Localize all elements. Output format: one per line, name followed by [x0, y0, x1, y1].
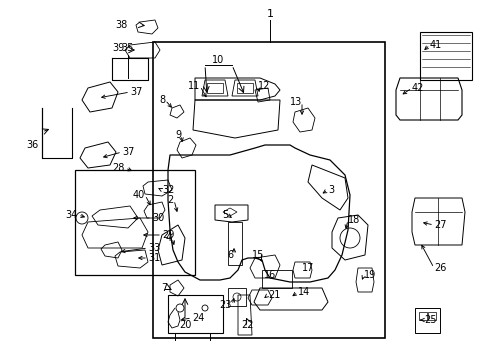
Text: 22: 22	[241, 320, 254, 330]
Text: 27: 27	[433, 220, 446, 230]
Text: 37: 37	[130, 87, 142, 97]
Text: 21: 21	[267, 290, 280, 300]
Text: 23: 23	[219, 300, 231, 310]
Text: 33: 33	[148, 243, 160, 253]
Text: 3: 3	[327, 185, 333, 195]
Text: 15: 15	[251, 250, 264, 260]
Bar	[75, 170, 195, 275]
Text: 11: 11	[187, 81, 200, 91]
Text: 29: 29	[162, 230, 174, 240]
Text: 31: 31	[148, 253, 160, 263]
Text: 18: 18	[347, 215, 360, 225]
Text: 6: 6	[227, 250, 234, 260]
Text: 36: 36	[26, 140, 38, 150]
Text: 24: 24	[192, 313, 204, 323]
Bar	[427, 312, 435, 320]
Text: 19: 19	[363, 270, 375, 280]
Text: 41: 41	[429, 40, 441, 50]
Text: 28: 28	[112, 163, 125, 173]
Text: 7: 7	[161, 283, 167, 293]
Text: 1: 1	[266, 9, 273, 19]
Text: 30: 30	[152, 213, 164, 223]
Text: 34: 34	[65, 210, 78, 220]
Text: 12: 12	[258, 81, 270, 91]
Text: 39: 39	[113, 43, 125, 53]
Text: 38: 38	[116, 20, 128, 30]
Text: 14: 14	[297, 287, 309, 297]
Text: 40: 40	[132, 190, 145, 200]
Bar	[168, 295, 223, 333]
Text: 8: 8	[159, 95, 164, 105]
Bar	[227, 288, 245, 306]
Text: 35: 35	[122, 43, 134, 53]
Text: 32: 32	[162, 185, 174, 195]
Text: 13: 13	[289, 97, 302, 107]
Text: 20: 20	[179, 320, 191, 330]
Text: 26: 26	[433, 263, 446, 273]
Text: 16: 16	[264, 270, 276, 280]
Text: 17: 17	[301, 263, 314, 273]
Bar	[414, 308, 439, 333]
Bar	[418, 312, 426, 320]
Bar	[262, 270, 291, 288]
Bar	[419, 32, 471, 80]
Text: 25: 25	[423, 315, 436, 325]
Text: 37: 37	[122, 147, 134, 157]
Text: 4: 4	[165, 233, 172, 243]
Text: 10: 10	[211, 55, 224, 65]
Text: 9: 9	[175, 130, 181, 140]
Text: 2: 2	[167, 195, 174, 205]
Text: 42: 42	[411, 83, 424, 93]
Bar	[153, 42, 384, 338]
Text: 5: 5	[221, 210, 227, 220]
